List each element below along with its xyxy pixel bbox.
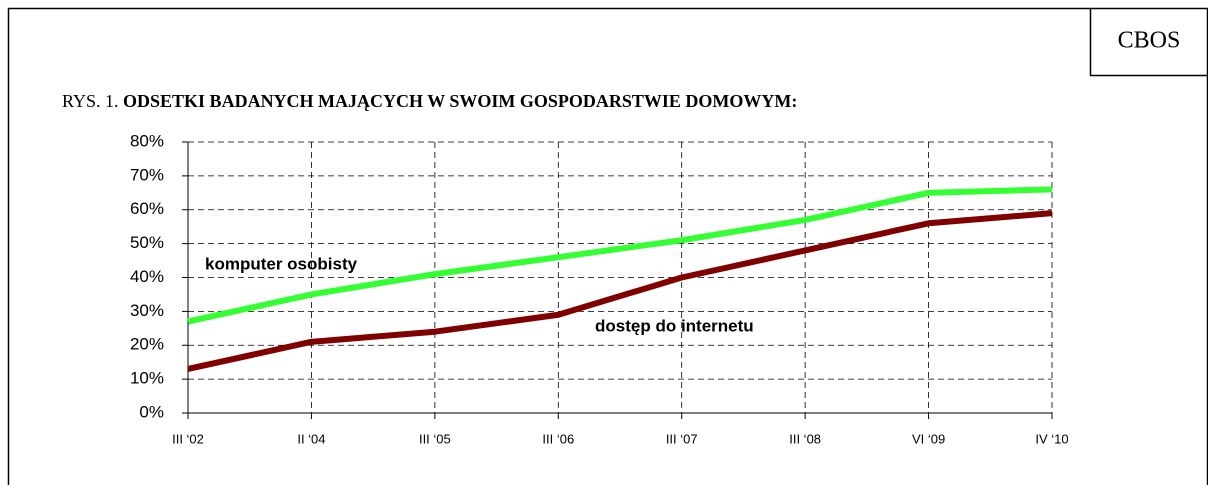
title: ODSETKI BADANYCH MAJĄCYCH W SWOIM GOSPOD… bbox=[123, 91, 797, 111]
y-tick-label: 70% bbox=[130, 165, 164, 184]
y-tick-label: 30% bbox=[130, 301, 164, 320]
brand-box bbox=[1089, 8, 1208, 77]
x-tick-label: II ‘04 bbox=[297, 431, 325, 446]
series-line bbox=[187, 186, 1053, 325]
x-tick-label: III ‘06 bbox=[542, 431, 574, 446]
y-tick-label: 60% bbox=[130, 199, 164, 218]
y-tick-label: 80% bbox=[130, 131, 164, 150]
x-tick-label: III ‘07 bbox=[666, 431, 698, 446]
y-tick-label: 40% bbox=[130, 267, 164, 286]
y-tick-label: 0% bbox=[139, 402, 164, 421]
series-label: komputer osobisty bbox=[205, 254, 358, 273]
figure-label: RYS. 1. bbox=[62, 91, 119, 111]
x-tick-label: III ‘05 bbox=[419, 431, 451, 446]
x-tick-label: VI ‘09 bbox=[912, 431, 945, 446]
y-tick-label: 50% bbox=[130, 233, 164, 252]
y-tick-label: 20% bbox=[130, 335, 164, 354]
y-tick-label: 10% bbox=[130, 369, 164, 388]
series-line bbox=[187, 210, 1053, 372]
brand: CBOS bbox=[1118, 28, 1181, 54]
series-label: dostęp do internetu bbox=[595, 316, 754, 335]
x-tick-label: III ‘08 bbox=[789, 431, 821, 446]
x-tick-label: IV ‘10 bbox=[1035, 431, 1068, 446]
x-tick-label: III ‘02 bbox=[172, 431, 204, 446]
chart-title: RYS. 1. ODSETKI BADANYCH MAJĄCYCH W SWOI… bbox=[62, 91, 797, 111]
